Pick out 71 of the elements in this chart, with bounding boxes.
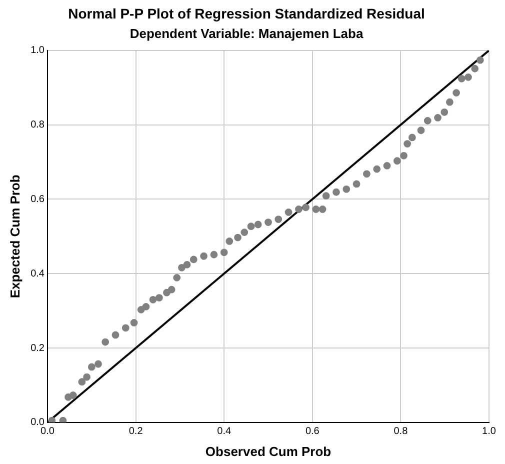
point: [122, 324, 130, 332]
x-tick-label: 1.0: [482, 426, 496, 438]
point: [322, 192, 330, 200]
point: [200, 252, 208, 260]
point: [78, 378, 86, 386]
point: [417, 126, 425, 134]
point: [408, 134, 416, 142]
point: [400, 152, 408, 160]
point: [302, 204, 310, 212]
point: [274, 216, 282, 223]
point: [404, 140, 412, 148]
point: [94, 360, 102, 368]
x-tick-label: 0.2: [128, 426, 144, 438]
chart-title: Normal P-P Plot of Regression Standardized Residual: [68, 5, 425, 22]
point: [476, 56, 484, 64]
point: [264, 218, 272, 226]
point: [446, 98, 454, 106]
point: [464, 73, 472, 81]
point: [102, 338, 110, 346]
point: [373, 165, 381, 173]
chart-subtitle: Dependent Variable: Manajemen Laba: [130, 26, 364, 42]
point: [149, 296, 157, 304]
point: [48, 416, 56, 422]
point: [440, 108, 448, 116]
point: [393, 157, 401, 165]
x-tick-label: 0.4: [217, 426, 232, 438]
point: [220, 248, 228, 256]
point: [332, 188, 340, 196]
point: [168, 286, 176, 294]
point: [88, 363, 96, 371]
point: [284, 208, 292, 216]
point: [383, 162, 391, 170]
point: [183, 260, 191, 268]
point: [318, 206, 326, 213]
x-tick-label: 0.0: [40, 426, 55, 438]
y-tick-label: 1.0: [30, 45, 45, 56]
point: [234, 234, 242, 242]
point: [352, 180, 360, 188]
point: [226, 238, 234, 245]
y-axis-title: Expected Cum Prob: [7, 174, 22, 298]
point: [59, 416, 67, 422]
point: [295, 206, 302, 213]
point: [142, 303, 150, 310]
y-tick-label: 0.8: [30, 120, 45, 131]
point: [190, 256, 198, 264]
point: [434, 114, 442, 122]
point: [254, 220, 262, 228]
x-tick-label: 0.8: [394, 426, 408, 438]
x-tick-label: 0.6: [305, 426, 320, 438]
point: [130, 319, 138, 326]
point: [458, 74, 466, 82]
point: [83, 373, 90, 381]
x-axis-title: Observed Cum Prob: [205, 444, 332, 459]
point: [312, 206, 320, 213]
y-tick-label: 0.0: [30, 417, 45, 428]
point: [178, 264, 186, 272]
point: [69, 392, 77, 399]
point: [471, 64, 479, 72]
point: [240, 228, 248, 236]
point: [424, 117, 432, 124]
point: [342, 185, 350, 193]
point: [363, 170, 370, 178]
y-tick-label: 0.2: [30, 342, 45, 354]
point: [112, 331, 120, 339]
y-tick-label: 0.4: [30, 268, 45, 280]
point: [452, 89, 460, 97]
point: [210, 250, 218, 258]
point: [247, 222, 255, 230]
point: [156, 294, 163, 302]
y-tick-label: 0.6: [30, 194, 45, 205]
point: [173, 274, 181, 282]
